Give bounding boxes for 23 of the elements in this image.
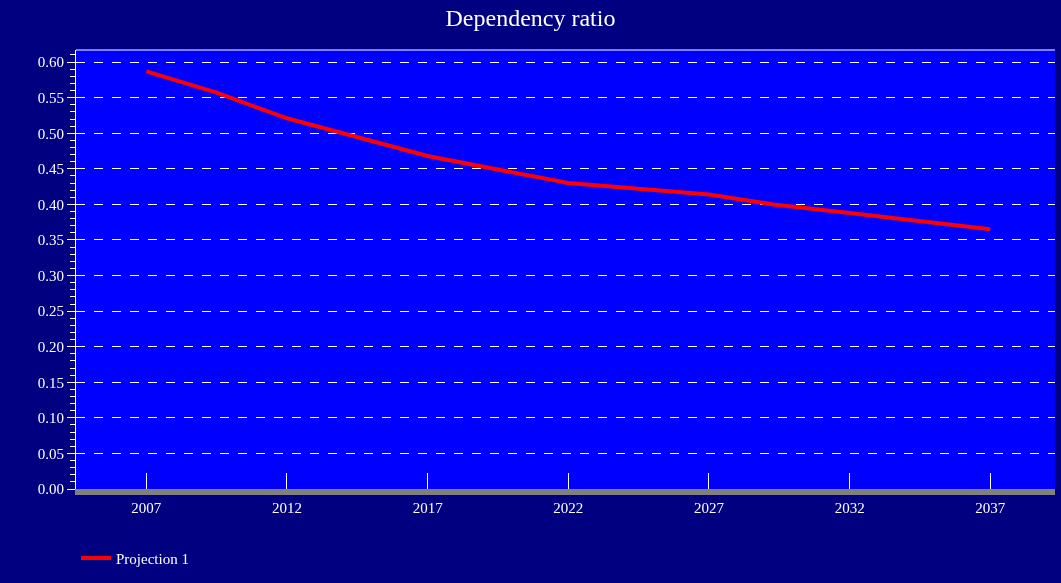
x-tick-label: 2032 — [834, 500, 865, 516]
y-tick-label: 0.35 — [37, 232, 64, 249]
y-tick-label: 0.55 — [37, 89, 64, 106]
y-tick-label: 0.40 — [37, 196, 64, 213]
line-series — [144, 69, 993, 232]
y-tick-label: 0.10 — [37, 410, 64, 427]
x-tick-label: 2017 — [412, 500, 444, 516]
y-tick-label: 0.60 — [37, 54, 64, 71]
legend-label: Projection 1 — [116, 550, 189, 567]
x-tick-label: 2007 — [131, 500, 162, 516]
y-tick-label: 0.00 — [37, 481, 64, 498]
x-tick-label: 2022 — [553, 500, 584, 516]
y-tick-label: 0.25 — [37, 303, 64, 320]
y-tick-label: 0.15 — [37, 374, 64, 391]
x-tick-label: 2027 — [693, 500, 725, 516]
x-tick-label: 2037 — [975, 500, 1006, 516]
y-tick-label: 0.30 — [37, 267, 64, 284]
x-tick-label: 2012 — [271, 500, 302, 516]
y-tick-label: 0.05 — [37, 445, 64, 462]
y-tick-label: 0.50 — [37, 125, 64, 142]
y-tick-label: 0.45 — [37, 161, 64, 178]
chart-title: Dependency ratio — [445, 4, 616, 31]
y-tick-label: 0.20 — [37, 338, 64, 355]
